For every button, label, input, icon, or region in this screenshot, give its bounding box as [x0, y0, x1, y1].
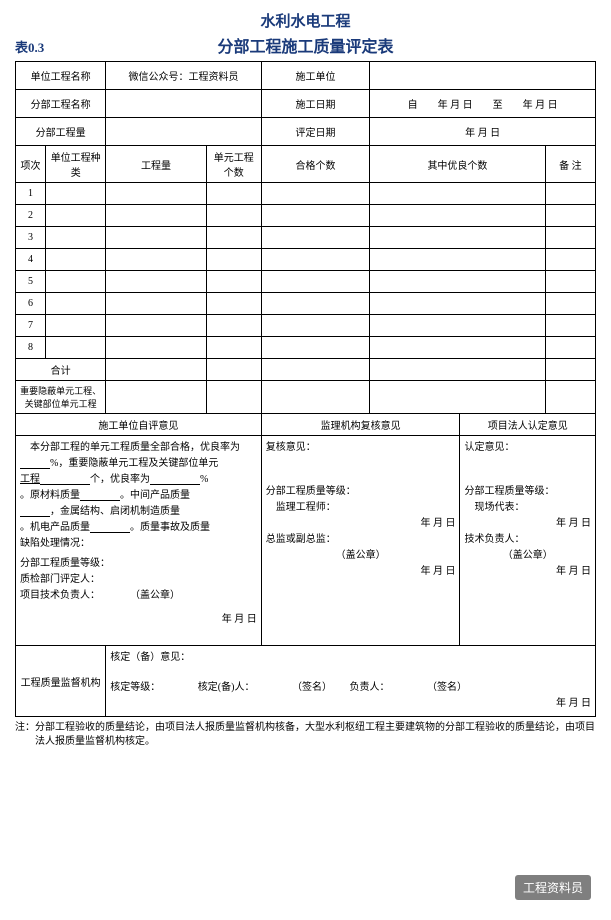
- row-seq: 5: [16, 271, 46, 293]
- row-seq: 3: [16, 227, 46, 249]
- header-top: 水利水电工程: [15, 10, 596, 31]
- th-pass: 合格个数: [261, 146, 369, 183]
- section-right-header: 项目法人认定意见: [460, 414, 596, 436]
- supervision-body: 核定（备）意见： 核定等级： 核定(备)人： （签名） 负责人： （签名） 年 …: [106, 646, 596, 717]
- label-construction-unit: 施工单位: [261, 62, 369, 90]
- row-seq: 8: [16, 337, 46, 359]
- row-total: 合计: [16, 359, 106, 381]
- th-excellent: 其中优良个数: [370, 146, 546, 183]
- th-qty: 工程量: [106, 146, 206, 183]
- watermark: 工程资料员: [515, 875, 591, 900]
- wechat-text: 微信公众号：工程资料员: [106, 62, 262, 90]
- th-unit-count: 单元工程 个数: [206, 146, 261, 183]
- th-type: 单位工程种类: [46, 146, 106, 183]
- footer-note: 注： 分部工程验收的质量结论，由项目法人报质量监督机构核备，大型水利枢纽工程主要…: [15, 721, 596, 749]
- main-title: 分部工程施工质量评定表: [95, 33, 516, 57]
- label-section-name: 分部工程名称: [16, 90, 106, 118]
- cell-eval-date: 年 月 日: [370, 118, 596, 146]
- label-section-qty: 分部工程量: [16, 118, 106, 146]
- row-seq: 7: [16, 315, 46, 337]
- cell-construction-unit: [370, 62, 596, 90]
- supervision-label: 工程质量监督机构: [16, 646, 106, 717]
- th-seq: 项次: [16, 146, 46, 183]
- form-table: 单位工程名称 微信公众号：工程资料员 施工单位 分部工程名称 施工日期 自 年 …: [15, 61, 596, 717]
- cell-section-qty: [106, 118, 262, 146]
- row-seq: 6: [16, 293, 46, 315]
- cell-construction-date: 自 年 月 日 至 年 月 日: [370, 90, 596, 118]
- section-mid-header: 监理机构复核意见: [261, 414, 460, 436]
- row-seq: 2: [16, 205, 46, 227]
- row-seq: 4: [16, 249, 46, 271]
- label-construction-date: 施工日期: [261, 90, 369, 118]
- label-unit-name: 单位工程名称: [16, 62, 106, 90]
- section-left-header: 施工单位自评意见: [16, 414, 262, 436]
- row-seq: 1: [16, 183, 46, 205]
- cell-section-name: [106, 90, 262, 118]
- left-opinion: 本分部工程的单元工程质量全部合格，优良率为 %，重要隐蔽单元工程及关键部位单元 …: [16, 436, 262, 646]
- th-remark: 备 注: [545, 146, 595, 183]
- mid-opinion: 复核意见： 分部工程质量等级： 监理工程师： 年 月 日 总监或副总监： （盖公…: [261, 436, 460, 646]
- label-eval-date: 评定日期: [261, 118, 369, 146]
- table-number: 表0.3: [15, 37, 95, 56]
- row-important: 重要隐蔽单元工程、关键部位单元工程: [16, 381, 106, 414]
- right-opinion: 认定意见： 分部工程质量等级： 现场代表： 年 月 日 技术负责人： （盖公章）…: [460, 436, 596, 646]
